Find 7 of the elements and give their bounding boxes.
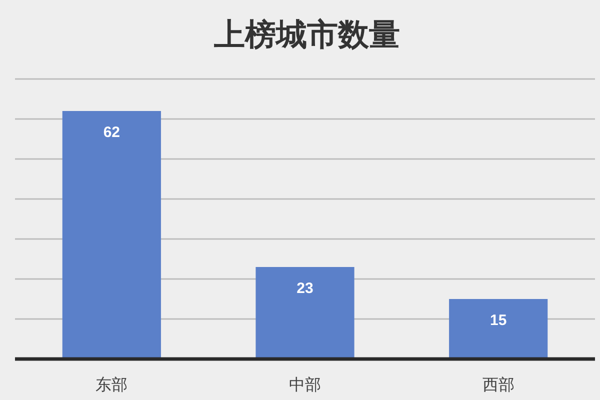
data-label: 23 [296, 280, 314, 297]
x-tick-label: 东部 [96, 376, 128, 394]
data-label: 15 [490, 312, 507, 329]
data-label: 62 [103, 124, 120, 141]
x-tick-label: 西部 [482, 376, 514, 394]
chart-title: 上榜城市数量 [213, 17, 400, 52]
x-tick-label: 中部 [289, 376, 321, 394]
